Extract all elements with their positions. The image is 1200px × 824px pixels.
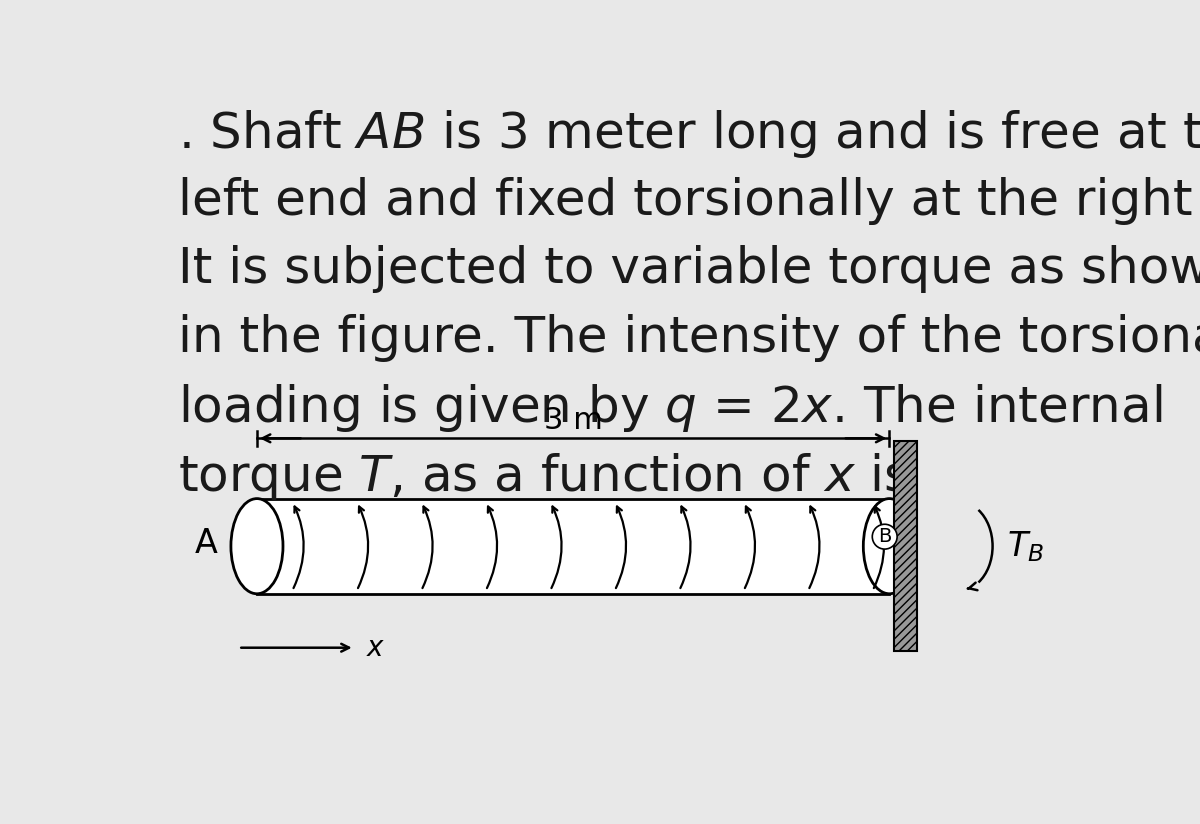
Text: B: B: [878, 527, 892, 546]
Text: . Shaft $\mathit{AB}$ is 3 meter long and is free at the: . Shaft $\mathit{AB}$ is 3 meter long an…: [178, 109, 1200, 161]
Text: 3 m: 3 m: [544, 406, 602, 435]
Text: A: A: [194, 527, 217, 559]
Ellipse shape: [863, 499, 916, 594]
Text: in the figure. The intensity of the torsional: in the figure. The intensity of the tors…: [178, 314, 1200, 362]
Bar: [894, 442, 917, 651]
Text: torque $\mathit{T}$, as a function of $\mathit{x}$ is: torque $\mathit{T}$, as a function of $\…: [178, 451, 910, 503]
Ellipse shape: [230, 499, 283, 594]
Text: $x$: $x$: [366, 634, 385, 662]
Text: loading is given by $\mathit{q}$ = 2$\mathit{x}$. The internal: loading is given by $\mathit{q}$ = 2$\ma…: [178, 382, 1162, 434]
Text: It is subjected to variable torque as shown: It is subjected to variable torque as sh…: [178, 246, 1200, 293]
Bar: [257, 499, 889, 594]
Text: $T_B$: $T_B$: [1007, 529, 1044, 564]
Text: left end and fixed torsionally at the right end.: left end and fixed torsionally at the ri…: [178, 177, 1200, 225]
